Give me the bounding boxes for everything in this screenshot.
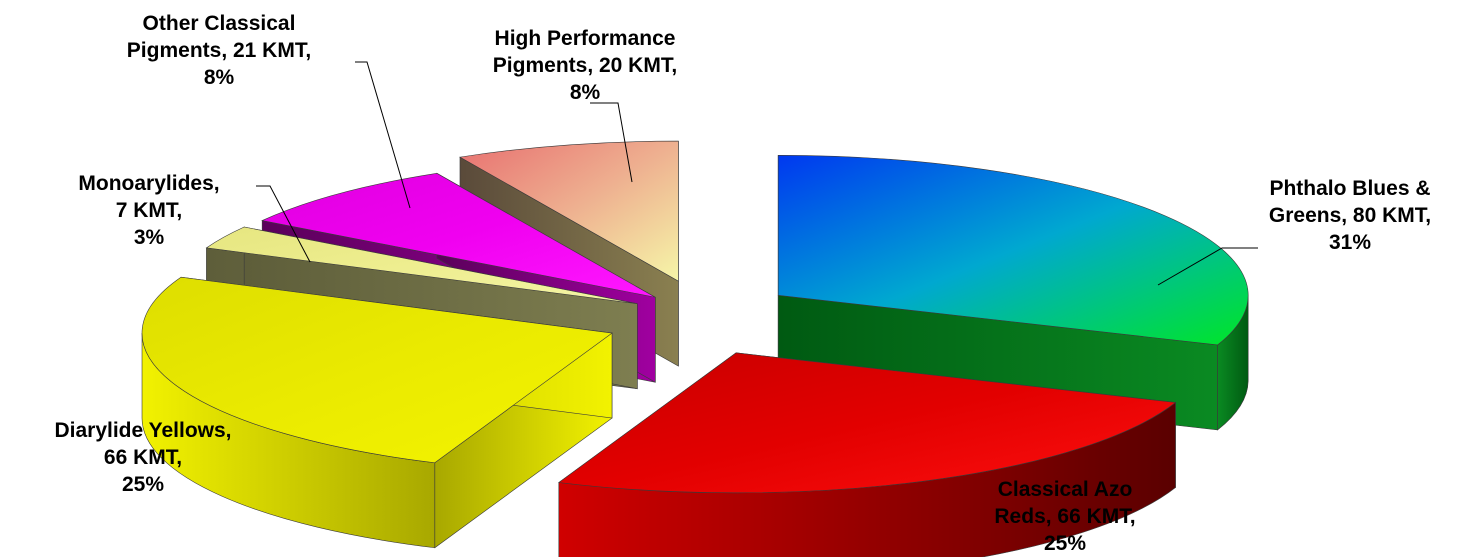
slice-top [141,276,613,464]
leader-line [256,185,311,263]
slice-top [205,226,638,305]
leader-line [590,102,633,183]
leader-line [1157,247,1258,286]
leader-lines-layer [256,61,1258,286]
slice-top [261,172,656,298]
slices-layer [141,140,1249,557]
slice-top [558,352,1177,494]
slice-diarylide-yellows [141,276,613,549]
slice-classical-azo-reds [558,352,1177,557]
slice-top [459,140,679,282]
leader-line [355,61,411,209]
slice-top [777,154,1249,346]
